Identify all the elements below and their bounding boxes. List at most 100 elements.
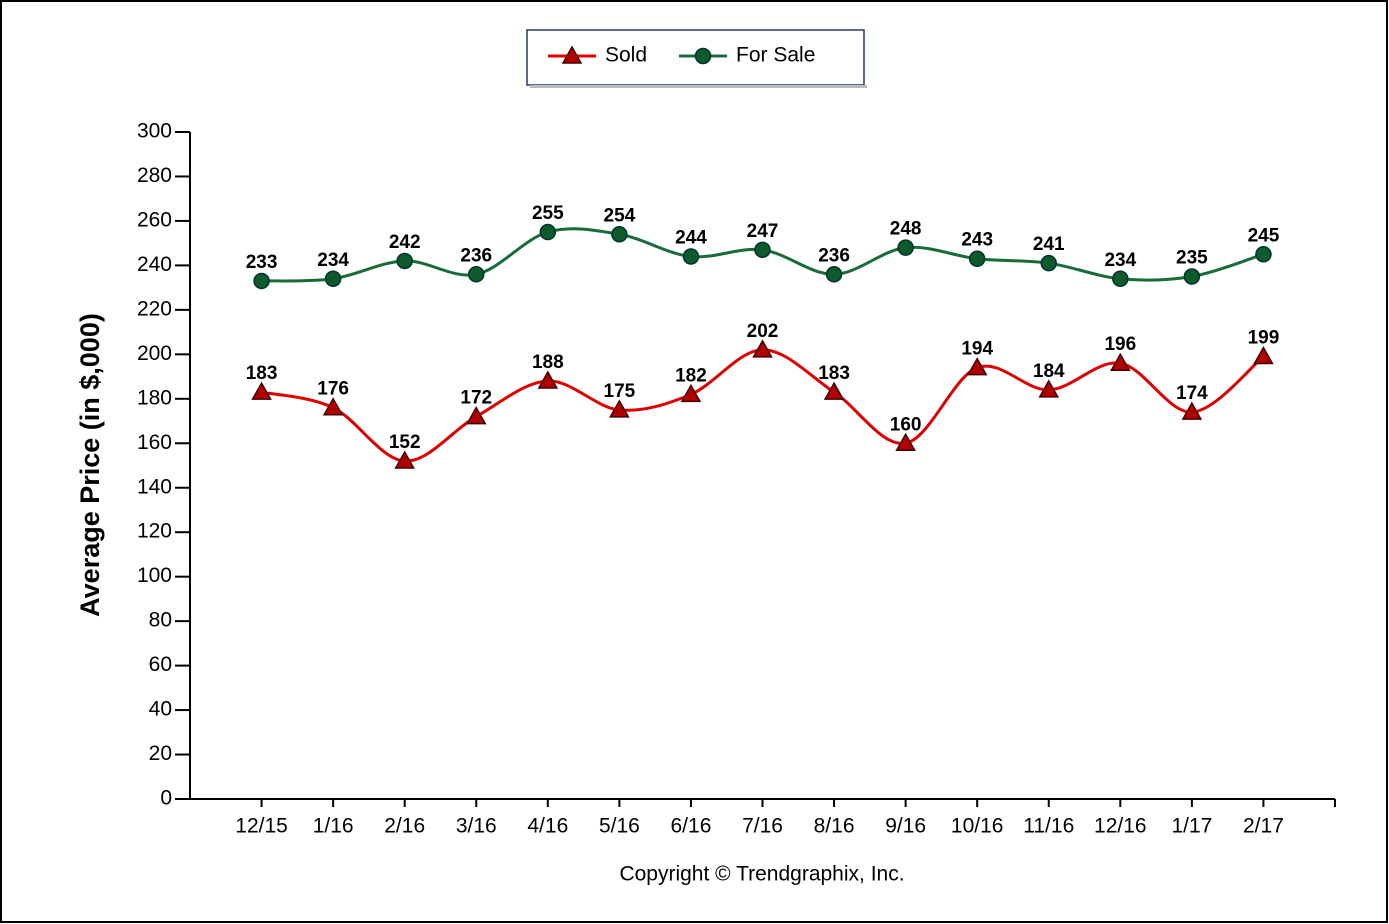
y-tick-label: 0 xyxy=(160,787,172,810)
y-tick-label: 80 xyxy=(149,609,172,632)
data-label: 172 xyxy=(460,388,492,409)
data-label: 234 xyxy=(317,250,349,271)
data-point xyxy=(1181,401,1203,420)
data-point xyxy=(465,406,487,425)
data-point xyxy=(752,339,773,358)
y-tick-label: 180 xyxy=(137,386,172,409)
data-label: 236 xyxy=(818,245,850,266)
x-tick-label: 2/17 xyxy=(1243,815,1284,838)
data-point xyxy=(394,450,415,469)
x-tick-label: 3/16 xyxy=(456,815,497,838)
data-point xyxy=(897,239,914,256)
legend-label: For Sale xyxy=(736,44,815,67)
data-point xyxy=(468,266,485,283)
data-label: 199 xyxy=(1248,328,1280,349)
legend-label: Sold xyxy=(605,44,647,67)
y-axis-label: Average Price (in $,000) xyxy=(75,313,105,617)
data-label: 196 xyxy=(1104,334,1136,355)
legend-shadow xyxy=(530,85,867,88)
data-label: 183 xyxy=(246,363,278,384)
y-tick-label: 140 xyxy=(137,475,172,498)
data-label: 255 xyxy=(532,203,564,224)
y-tick-label: 20 xyxy=(149,742,172,765)
y-tick-label: 260 xyxy=(137,208,172,231)
data-point xyxy=(1038,379,1060,398)
legend-marker xyxy=(694,47,712,65)
data-point xyxy=(1253,346,1274,365)
y-tick-label: 120 xyxy=(137,520,172,543)
data-label: 183 xyxy=(818,363,850,384)
data-point xyxy=(1040,254,1057,272)
data-label: 248 xyxy=(890,219,922,240)
data-point xyxy=(754,241,771,259)
legend-marker xyxy=(561,45,583,64)
data-point xyxy=(1183,268,1201,285)
data-label: 174 xyxy=(1176,383,1208,404)
data-point xyxy=(682,248,700,265)
x-tick-label: 1/17 xyxy=(1171,815,1212,838)
data-point xyxy=(324,270,342,287)
data-point xyxy=(825,266,843,283)
y-tick-label: 240 xyxy=(137,253,172,276)
y-tick-label: 160 xyxy=(137,431,172,454)
x-tick-label: 2/16 xyxy=(384,815,425,838)
data-label: 176 xyxy=(317,379,349,400)
data-point xyxy=(537,370,559,389)
data-point xyxy=(251,381,272,400)
x-tick-label: 1/16 xyxy=(313,815,354,838)
data-point xyxy=(968,250,986,267)
x-tick-label: 12/15 xyxy=(235,815,288,838)
y-tick-label: 200 xyxy=(137,342,172,365)
data-label: 182 xyxy=(675,365,707,386)
y-tick-label: 220 xyxy=(137,297,172,320)
data-label: 243 xyxy=(961,230,993,251)
series-line xyxy=(261,348,1265,463)
data-point xyxy=(1110,352,1131,371)
data-point xyxy=(609,399,630,418)
data-label: 245 xyxy=(1248,225,1280,246)
y-tick-label: 300 xyxy=(137,120,172,143)
x-tick-label: 5/16 xyxy=(599,815,640,838)
data-point xyxy=(966,357,988,376)
data-label: 234 xyxy=(1104,250,1136,271)
x-tick-label: 11/16 xyxy=(1023,815,1074,838)
data-point xyxy=(823,381,845,400)
data-label: 233 xyxy=(246,252,278,273)
data-point xyxy=(895,432,916,452)
y-tick-label: 100 xyxy=(137,564,172,587)
data-label: 235 xyxy=(1176,248,1208,269)
data-label: 202 xyxy=(747,321,779,342)
data-label: 194 xyxy=(961,339,993,360)
x-tick-label: 12/16 xyxy=(1094,815,1147,838)
data-point xyxy=(539,223,557,241)
data-point xyxy=(253,272,270,290)
data-point xyxy=(1112,270,1129,287)
data-label: 184 xyxy=(1033,361,1065,382)
x-tick-label: 9/16 xyxy=(885,815,926,838)
x-tick-label: 7/16 xyxy=(742,815,783,838)
y-tick-label: 40 xyxy=(149,698,172,721)
data-label: 254 xyxy=(604,205,636,226)
data-label: 236 xyxy=(460,245,492,266)
data-point xyxy=(611,226,628,243)
x-tick-label: 8/16 xyxy=(814,815,855,838)
data-point xyxy=(680,383,702,403)
y-tick-label: 60 xyxy=(149,653,172,676)
data-point xyxy=(396,252,413,270)
data-label: 247 xyxy=(747,221,779,242)
x-tick-label: 4/16 xyxy=(527,815,568,838)
data-label: 242 xyxy=(389,232,421,253)
data-label: 244 xyxy=(675,228,707,249)
data-label: 175 xyxy=(604,381,636,402)
data-point xyxy=(1255,246,1272,263)
data-point xyxy=(322,397,344,416)
x-tick-label: 6/16 xyxy=(671,815,712,838)
data-label: 188 xyxy=(532,352,564,373)
data-label: 152 xyxy=(389,432,421,453)
copyright: Copyright © Trendgraphix, Inc. xyxy=(619,863,904,886)
x-tick-label: 10/16 xyxy=(951,815,1004,838)
y-tick-label: 280 xyxy=(137,164,172,187)
